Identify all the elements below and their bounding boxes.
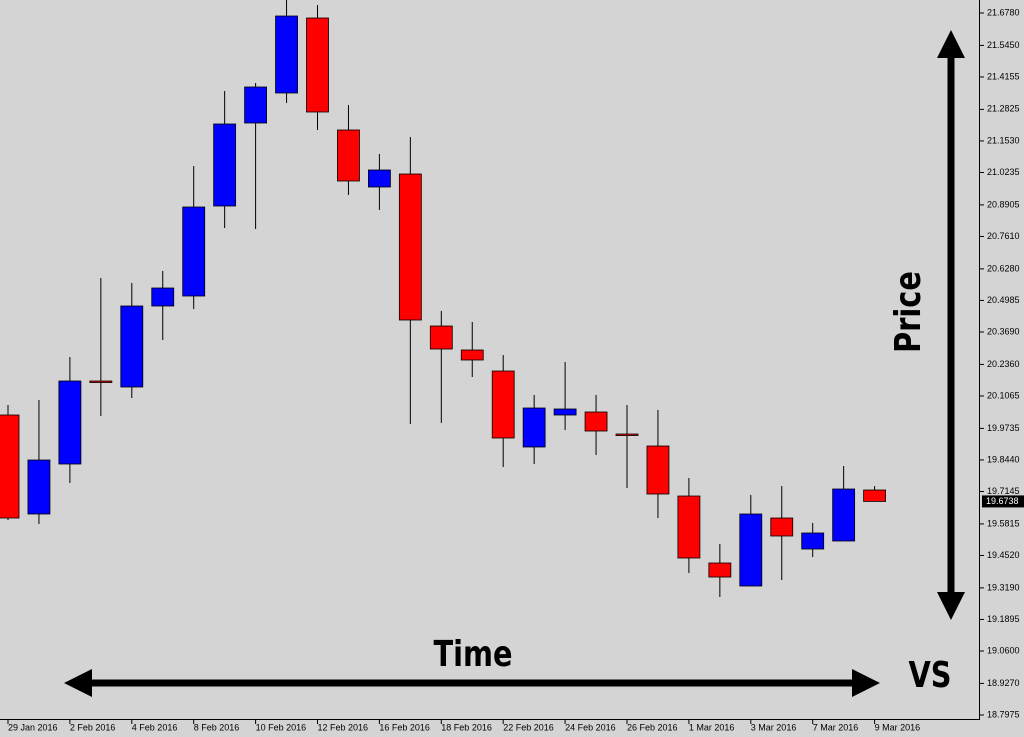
y-tick-label: 19.1895 (987, 614, 1020, 624)
y-tick-label: 19.8440 (987, 454, 1020, 464)
x-tick-label: 2 Feb 2016 (70, 722, 116, 732)
candle-body (739, 513, 763, 587)
x-tick-label: 7 Mar 2016 (813, 722, 859, 732)
y-tick-label: 21.6780 (987, 7, 1020, 17)
y-tick-label: 21.1530 (987, 135, 1020, 145)
candle-body (89, 380, 113, 383)
y-tick-label: 20.8905 (987, 199, 1020, 209)
y-tick-label: 18.7975 (987, 709, 1020, 719)
y-tick-label: 20.1065 (987, 390, 1020, 400)
x-tick-label: 26 Feb 2016 (627, 722, 678, 732)
x-tick-label: 3 Mar 2016 (751, 722, 797, 732)
y-tick-label: 20.2360 (987, 359, 1020, 369)
candle-body (367, 169, 391, 188)
y-tick-label: 20.4985 (987, 295, 1020, 305)
candle-body (770, 517, 794, 537)
candle-body (615, 433, 639, 436)
candle-body (398, 173, 422, 321)
y-tick-label: 19.9735 (987, 423, 1020, 433)
x-tick-label: 12 Feb 2016 (318, 722, 369, 732)
candle-body (460, 349, 484, 361)
candle-body (677, 495, 701, 559)
y-tick-label: 21.5450 (987, 40, 1020, 50)
candle-body (182, 206, 206, 297)
y-tick-label: 21.2825 (987, 104, 1020, 114)
candle-body (120, 305, 144, 388)
y-tick-label: 19.7145 (987, 486, 1020, 496)
candle-body (275, 15, 298, 94)
x-tick-label: 24 Feb 2016 (565, 722, 616, 732)
y-tick-label: 21.0235 (987, 167, 1020, 177)
candle-body (491, 370, 515, 439)
y-tick-label: 18.9270 (987, 678, 1020, 688)
candle-body (337, 129, 360, 182)
candle-body (213, 123, 237, 207)
candle-body (801, 532, 825, 550)
candle-body (863, 489, 886, 502)
y-tick-label: 19.0600 (987, 645, 1020, 655)
x-tick-label: 29 Jan 2016 (8, 722, 58, 732)
x-tick-label: 8 Feb 2016 (194, 722, 240, 732)
y-tick-label: 20.6280 (987, 263, 1020, 273)
time-arrow (64, 669, 880, 697)
candle-body (584, 411, 608, 432)
time-annotation: Time (433, 633, 512, 675)
y-tick-label: 19.3190 (987, 582, 1020, 592)
current-price-box (982, 495, 1024, 508)
candle-body (553, 408, 577, 416)
price-annotation: Price (887, 271, 929, 353)
current-price-label: 19.6738 (986, 496, 1019, 506)
candle-body (522, 407, 546, 448)
candle-body (27, 459, 51, 515)
candle-body (58, 380, 82, 465)
x-tick-label: 4 Feb 2016 (132, 722, 178, 732)
candle-body (0, 414, 20, 519)
y-tick-label: 20.7610 (987, 231, 1020, 241)
x-tick-label: 18 Feb 2016 (441, 722, 492, 732)
x-tick-label: 10 Feb 2016 (256, 722, 307, 732)
y-tick-label: 19.5815 (987, 518, 1020, 528)
x-tick-label: 16 Feb 2016 (379, 722, 430, 732)
candle-body (306, 17, 329, 113)
candle-body (151, 287, 175, 307)
y-tick-label: 21.4155 (987, 71, 1020, 81)
price-arrow (937, 30, 965, 620)
candle-body (244, 86, 268, 124)
y-tick-label: 20.3690 (987, 326, 1020, 336)
x-tick-label: 9 Mar 2016 (875, 722, 921, 732)
candle-body (832, 488, 856, 542)
y-tick-label: 19.4520 (987, 550, 1020, 560)
candle-body (646, 445, 670, 495)
candle-body (708, 562, 732, 578)
vs-annotation: VS (908, 654, 951, 696)
x-tick-label: 22 Feb 2016 (503, 722, 554, 732)
x-tick-label: 1 Mar 2016 (689, 722, 735, 732)
candle-body (429, 325, 453, 350)
